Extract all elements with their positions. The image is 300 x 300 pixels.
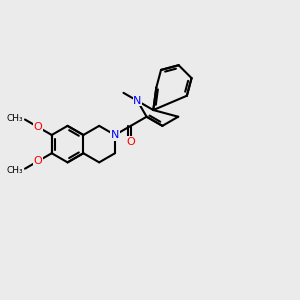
Text: O: O [33,122,42,132]
Text: CH₃: CH₃ [7,114,23,123]
Text: O: O [33,156,42,166]
Text: CH₃: CH₃ [7,166,23,175]
Text: N: N [133,96,142,106]
Text: O: O [126,137,135,147]
Text: N: N [111,130,119,140]
